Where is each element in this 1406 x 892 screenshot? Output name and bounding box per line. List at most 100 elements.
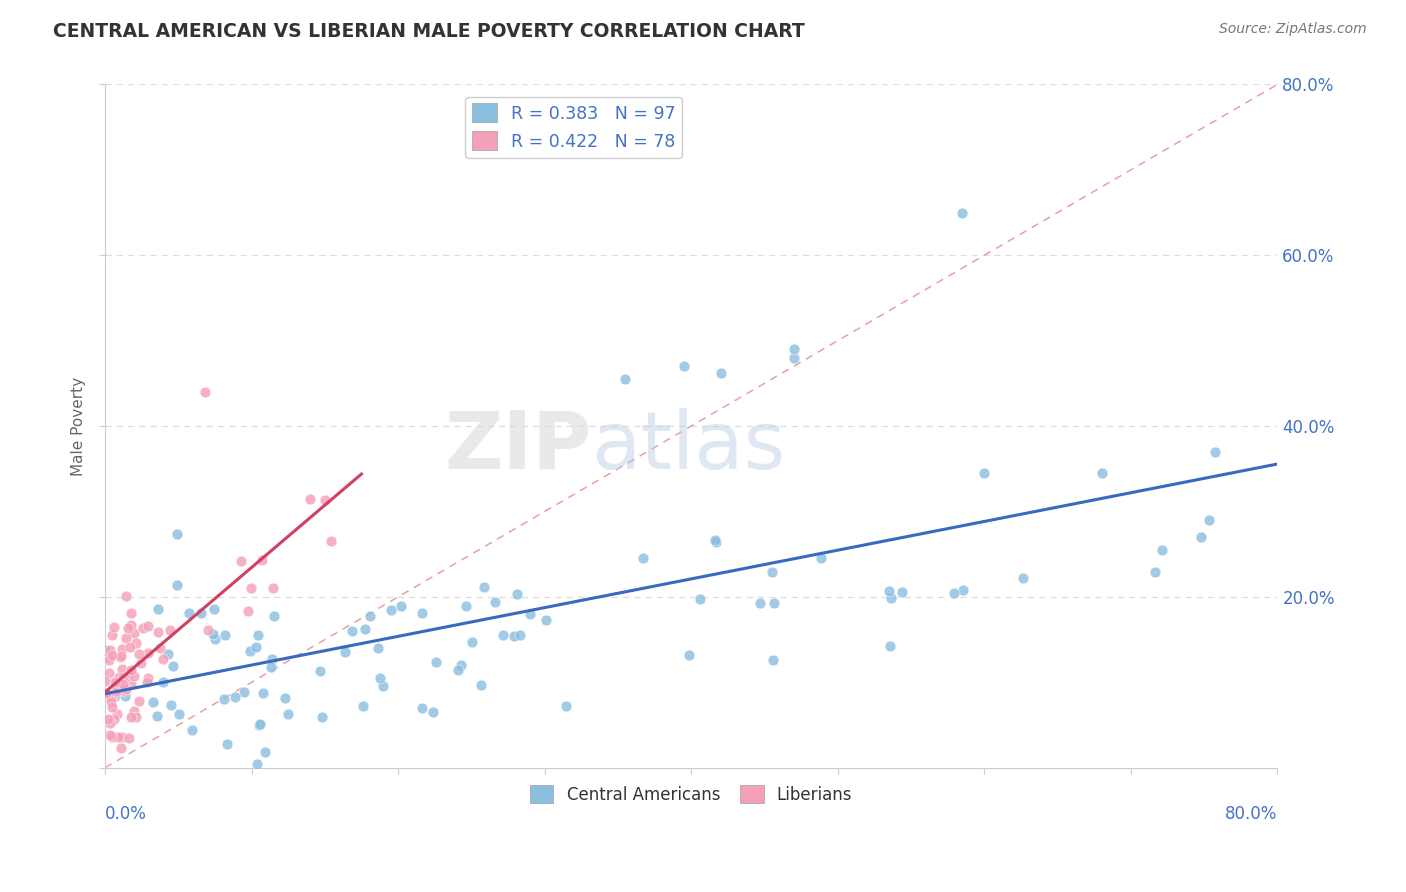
Point bbox=[352, 699, 374, 714]
Point bbox=[422, 705, 444, 719]
Point bbox=[678, 648, 700, 662]
Point bbox=[146, 624, 169, 639]
Point bbox=[450, 658, 472, 673]
Point bbox=[509, 628, 531, 642]
Point bbox=[118, 731, 141, 745]
Point bbox=[115, 589, 138, 603]
Point bbox=[672, 359, 695, 374]
Point bbox=[783, 351, 806, 365]
Point bbox=[94, 642, 117, 657]
Point bbox=[110, 740, 132, 755]
Point bbox=[162, 659, 184, 673]
Point bbox=[446, 663, 468, 677]
Point bbox=[97, 712, 120, 726]
Point bbox=[472, 580, 495, 594]
Point bbox=[159, 698, 181, 713]
Point bbox=[120, 663, 142, 677]
Point bbox=[263, 608, 285, 623]
Point bbox=[250, 553, 273, 567]
Point bbox=[1204, 445, 1226, 459]
Point bbox=[252, 686, 274, 700]
Point bbox=[107, 670, 129, 684]
Point bbox=[136, 619, 159, 633]
Legend: Central Americans, Liberians: Central Americans, Liberians bbox=[523, 779, 859, 811]
Point bbox=[761, 653, 783, 667]
Point bbox=[98, 653, 121, 667]
Point bbox=[411, 701, 433, 715]
Point bbox=[111, 730, 134, 744]
Point bbox=[212, 692, 235, 706]
Point bbox=[1143, 565, 1166, 579]
Point bbox=[190, 606, 212, 620]
Point bbox=[1152, 542, 1174, 557]
Point bbox=[952, 582, 974, 597]
Point bbox=[890, 584, 912, 599]
Point bbox=[149, 641, 172, 656]
Point bbox=[100, 696, 122, 710]
Point bbox=[761, 565, 783, 579]
Point bbox=[239, 643, 262, 657]
Point bbox=[115, 681, 138, 696]
Point bbox=[202, 602, 225, 616]
Point bbox=[240, 581, 263, 595]
Text: CENTRAL AMERICAN VS LIBERIAN MALE POVERTY CORRELATION CHART: CENTRAL AMERICAN VS LIBERIAN MALE POVERT… bbox=[53, 22, 806, 41]
Point bbox=[135, 674, 157, 689]
Point bbox=[534, 613, 557, 627]
Point bbox=[128, 647, 150, 661]
Point bbox=[152, 675, 174, 690]
Point bbox=[97, 650, 120, 665]
Point bbox=[763, 596, 786, 610]
Point bbox=[229, 554, 252, 568]
Point bbox=[115, 631, 138, 645]
Point bbox=[810, 551, 832, 566]
Point bbox=[142, 695, 165, 709]
Point bbox=[120, 606, 142, 620]
Point bbox=[101, 628, 124, 642]
Point bbox=[120, 676, 142, 690]
Point bbox=[101, 648, 124, 662]
Point bbox=[519, 607, 541, 622]
Point bbox=[249, 718, 271, 732]
Point bbox=[224, 690, 246, 704]
Point bbox=[111, 642, 134, 657]
Point bbox=[159, 623, 181, 637]
Point bbox=[98, 666, 121, 681]
Point bbox=[125, 635, 148, 649]
Point bbox=[502, 629, 524, 643]
Point bbox=[114, 690, 136, 704]
Point bbox=[215, 738, 238, 752]
Point bbox=[492, 628, 515, 642]
Point bbox=[245, 640, 267, 654]
Point bbox=[108, 683, 131, 698]
Text: 0.0%: 0.0% bbox=[105, 805, 146, 823]
Point bbox=[110, 648, 132, 663]
Point bbox=[314, 493, 336, 508]
Point bbox=[783, 342, 806, 356]
Point bbox=[262, 652, 284, 666]
Point bbox=[380, 602, 402, 616]
Point bbox=[249, 717, 271, 731]
Point bbox=[942, 586, 965, 600]
Point bbox=[461, 635, 484, 649]
Point bbox=[105, 683, 128, 698]
Point bbox=[129, 657, 152, 671]
Point bbox=[148, 602, 170, 616]
Point bbox=[104, 674, 127, 689]
Point bbox=[120, 710, 142, 724]
Point bbox=[101, 731, 124, 745]
Point bbox=[166, 527, 188, 541]
Point bbox=[112, 677, 135, 691]
Point bbox=[340, 624, 363, 638]
Point bbox=[122, 625, 145, 640]
Point bbox=[110, 650, 132, 665]
Point bbox=[274, 690, 297, 705]
Point bbox=[506, 587, 529, 601]
Point bbox=[359, 609, 381, 624]
Point bbox=[484, 595, 506, 609]
Point bbox=[105, 706, 128, 721]
Point bbox=[194, 384, 217, 399]
Point bbox=[125, 710, 148, 724]
Point bbox=[169, 706, 191, 721]
Point bbox=[105, 676, 128, 690]
Point bbox=[117, 621, 139, 635]
